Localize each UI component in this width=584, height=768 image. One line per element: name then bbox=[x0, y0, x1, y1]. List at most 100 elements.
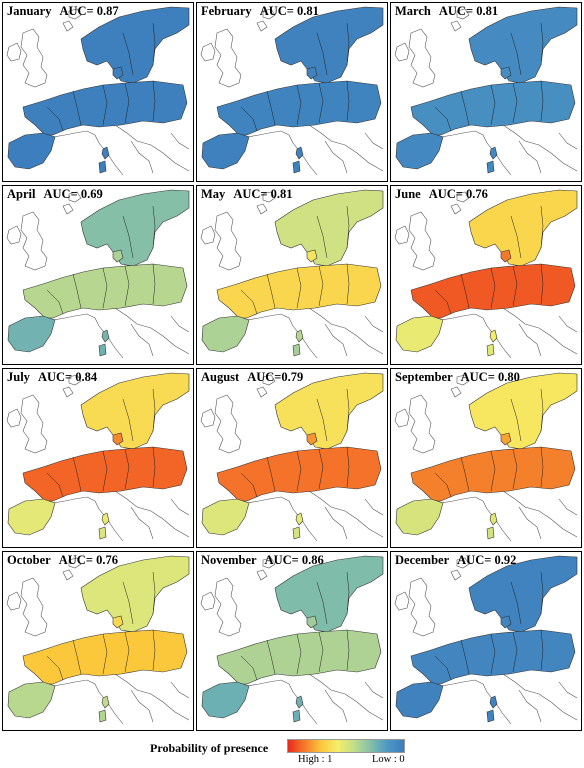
country-border bbox=[122, 32, 134, 76]
coastline bbox=[200, 408, 216, 428]
map-panel-april: April AUC= 0.69 bbox=[2, 185, 194, 365]
panel-label: July AUC= 0.84 bbox=[7, 370, 97, 385]
country-border bbox=[122, 581, 134, 625]
auc-label: AUC= 0.92 bbox=[457, 553, 517, 567]
coastline bbox=[364, 315, 384, 333]
map-panel-february: February AUC= 0.81 bbox=[196, 2, 388, 182]
auc-label: AUC= 0.76 bbox=[428, 187, 488, 201]
country-border bbox=[46, 472, 64, 498]
month-label: December bbox=[395, 553, 450, 567]
legend-title: Probability of presence bbox=[150, 741, 269, 755]
auc-label: AUC= 0.69 bbox=[43, 187, 103, 201]
coastline bbox=[214, 577, 242, 637]
country-border bbox=[152, 388, 156, 432]
region-sardinia bbox=[292, 343, 301, 357]
region-corsica bbox=[489, 329, 498, 343]
country-border bbox=[510, 215, 522, 259]
coastline bbox=[20, 394, 48, 454]
coastline bbox=[170, 498, 190, 516]
region-denmark bbox=[112, 615, 124, 629]
country-border bbox=[266, 639, 276, 675]
coastline bbox=[502, 490, 578, 538]
region-central bbox=[216, 446, 382, 502]
panel-label: March AUC= 0.81 bbox=[395, 4, 498, 19]
coastline bbox=[450, 20, 462, 32]
month-label: February bbox=[201, 4, 252, 18]
country-border bbox=[152, 263, 156, 305]
country-border bbox=[152, 629, 156, 671]
country-border bbox=[346, 263, 350, 305]
coastline bbox=[308, 490, 384, 538]
legend-low-label: Low : 0 bbox=[372, 754, 405, 765]
panel-label: October AUC= 0.76 bbox=[7, 553, 118, 568]
region-denmark bbox=[500, 66, 512, 80]
coastline bbox=[170, 681, 190, 699]
region-iberia bbox=[395, 498, 444, 536]
region-sardinia bbox=[292, 160, 301, 174]
coastline bbox=[408, 28, 436, 88]
country-border bbox=[152, 446, 156, 488]
coastline bbox=[130, 689, 154, 723]
coastline bbox=[114, 673, 190, 721]
country-border bbox=[296, 267, 302, 309]
coastline bbox=[6, 42, 22, 62]
legend-color-ramp bbox=[287, 739, 405, 753]
region-scand bbox=[468, 555, 578, 633]
coastline bbox=[130, 140, 154, 174]
map-panel-december: December AUC= 0.92 bbox=[390, 551, 582, 731]
coastline bbox=[324, 506, 348, 540]
country-border bbox=[72, 639, 82, 675]
coastline bbox=[456, 374, 470, 386]
region-corsica bbox=[101, 512, 110, 526]
coastline bbox=[518, 506, 542, 540]
region-scand bbox=[274, 555, 384, 633]
country-border bbox=[490, 267, 496, 309]
country-border bbox=[434, 289, 452, 315]
coastline bbox=[518, 689, 542, 723]
region-sardinia bbox=[486, 343, 495, 357]
coastline bbox=[430, 496, 512, 542]
panel-label: February AUC= 0.81 bbox=[201, 4, 319, 19]
country-border bbox=[102, 633, 108, 675]
legend: Probability of presence High : 1 Low : 0 bbox=[0, 734, 584, 768]
panel-label: September AUC= 0.80 bbox=[395, 370, 520, 385]
auc-label: AUC= 0.80 bbox=[460, 370, 520, 384]
country-border bbox=[318, 631, 324, 673]
country-border bbox=[346, 388, 350, 432]
auc-label: AUC= 0.81 bbox=[259, 4, 319, 18]
coastline bbox=[6, 225, 22, 245]
coastline bbox=[42, 496, 124, 542]
region-iberia bbox=[201, 498, 250, 536]
region-denmark bbox=[500, 432, 512, 446]
coastline bbox=[324, 323, 348, 357]
coastline bbox=[20, 577, 48, 637]
country-border bbox=[152, 80, 156, 122]
coastline bbox=[256, 386, 268, 398]
coastline bbox=[308, 673, 384, 721]
region-scand bbox=[274, 189, 384, 267]
europe-map bbox=[6, 189, 190, 359]
region-scand bbox=[274, 372, 384, 450]
country-border bbox=[540, 446, 544, 488]
europe-map bbox=[394, 555, 578, 725]
coastline bbox=[364, 681, 384, 699]
country-border bbox=[316, 32, 328, 76]
region-iberia bbox=[7, 498, 56, 536]
coastline bbox=[214, 394, 242, 454]
region-central bbox=[22, 629, 188, 685]
coastline bbox=[324, 689, 348, 723]
region-sardinia bbox=[486, 160, 495, 174]
auc-label: AUC= 0.76 bbox=[58, 553, 118, 567]
region-sardinia bbox=[292, 709, 301, 723]
country-border bbox=[46, 289, 64, 315]
country-border bbox=[240, 289, 258, 315]
region-iberia bbox=[201, 132, 250, 170]
region-scand bbox=[80, 555, 190, 633]
country-border bbox=[510, 32, 522, 76]
coastline bbox=[6, 408, 22, 428]
region-corsica bbox=[489, 146, 498, 160]
region-scand bbox=[80, 189, 190, 267]
region-scand bbox=[274, 6, 384, 84]
coastline bbox=[502, 673, 578, 721]
region-sardinia bbox=[98, 160, 107, 174]
